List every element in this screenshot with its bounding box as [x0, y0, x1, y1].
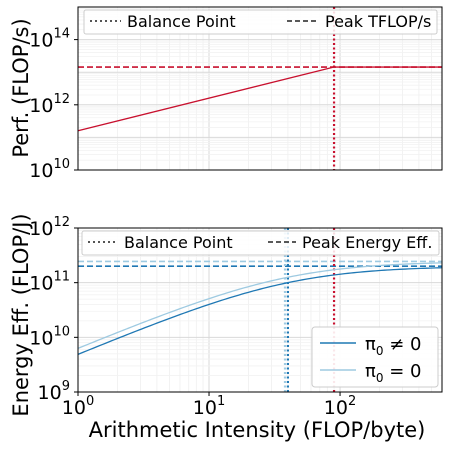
y-tick-label: 1012: [29, 92, 70, 117]
legend-series-1-label: π0 ≠ 0: [365, 334, 421, 358]
x-tick-label: 101: [193, 394, 225, 419]
performance-legend: Balance Point Peak TFLOP/s: [83, 9, 438, 35]
legend-peak-energy-eff-label: Peak Energy Eff.: [302, 233, 432, 252]
x-axis-label: Arithmetic Intensity (FLOP/byte): [89, 418, 426, 442]
performance-roofline-series: [77, 66, 442, 132]
energy-legend-top: Balance Point Peak Energy Eff.: [81, 230, 440, 256]
energy-frame: [77, 227, 443, 393]
legend-series-2-label: π0 = 0: [365, 361, 421, 385]
performance-y-axis-label: Perf. (FLOP/s): [9, 18, 33, 157]
energy-y-axis-label: Energy Eff. (FLOP/J): [9, 213, 33, 416]
y-tick-label: 1010: [29, 324, 70, 349]
energy-efficiency-series-1: [77, 267, 443, 355]
energy-series-legend: π0 ≠ 0 π0 = 0: [311, 326, 439, 388]
y-tick-label: 1011: [29, 270, 70, 295]
y-tick-label: 1014: [29, 27, 70, 52]
legend-balance-point-label: Balance Point: [127, 12, 236, 31]
x-tick-label: 100: [62, 394, 94, 419]
energy-y-ticks: 109 1010 1011 1012: [29, 215, 78, 404]
x-tick-label: 102: [324, 394, 356, 419]
y-tick-label: 1010: [29, 157, 70, 182]
legend-peak-tflops-label: Peak TFLOP/s: [325, 12, 431, 31]
energy-x-ticks: 100 101 102: [62, 392, 356, 419]
energy-efficiency-series-2: [77, 262, 443, 349]
y-tick-label: 1012: [29, 215, 70, 240]
performance-panel: 1010 1012 1014 Perf. (FLOP/s) Balance Poin…: [9, 6, 443, 182]
legend-balance-point-label: Balance Point: [124, 233, 233, 252]
performance-y-ticks: 1010 1012 1014: [29, 27, 78, 182]
energy-series-legend-box: [311, 326, 439, 388]
performance-frame: [77, 6, 443, 171]
energy-legend-top-box: [81, 230, 440, 256]
energy-panel: 109 1010 1011 1012 100 101 102 Energy Eff. (F…: [9, 213, 443, 442]
performance-legend-box: [83, 9, 438, 35]
y-tick-label: 109: [38, 379, 70, 404]
